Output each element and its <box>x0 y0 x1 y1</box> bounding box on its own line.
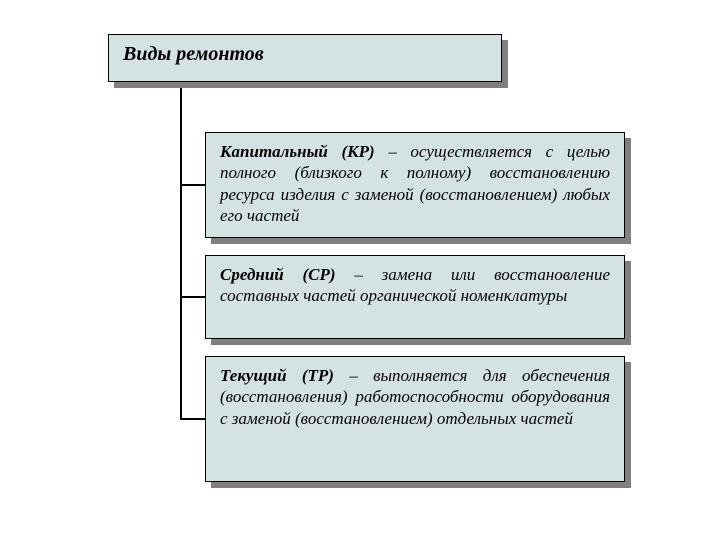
child-term-2: Текущий (ТР) <box>220 366 334 385</box>
connector-branch-2 <box>180 418 205 420</box>
connector-branch-0 <box>180 184 205 186</box>
child-box-0: Капитальный (КР) – осуществляется с цель… <box>205 132 625 238</box>
connector-branch-1 <box>180 296 205 298</box>
child-box-wrapper-1: Средний (СР) – замена или восстановление… <box>205 255 625 339</box>
child-box-wrapper-2: Текущий (ТР) – выполняется для обеспечен… <box>205 356 625 482</box>
child-term-0: Капитальный (КР) <box>220 142 375 161</box>
child-box-1: Средний (СР) – замена или восстановление… <box>205 255 625 339</box>
child-box-2: Текущий (ТР) – выполняется для обеспечен… <box>205 356 625 482</box>
connector-trunk <box>180 88 182 418</box>
title-box-wrapper: Виды ремонтов <box>108 34 502 82</box>
child-box-wrapper-0: Капитальный (КР) – осуществляется с цель… <box>205 132 625 238</box>
title-text: Виды ремонтов <box>123 43 264 65</box>
child-term-1: Средний (СР) <box>220 265 336 284</box>
title-box: Виды ремонтов <box>108 34 502 82</box>
